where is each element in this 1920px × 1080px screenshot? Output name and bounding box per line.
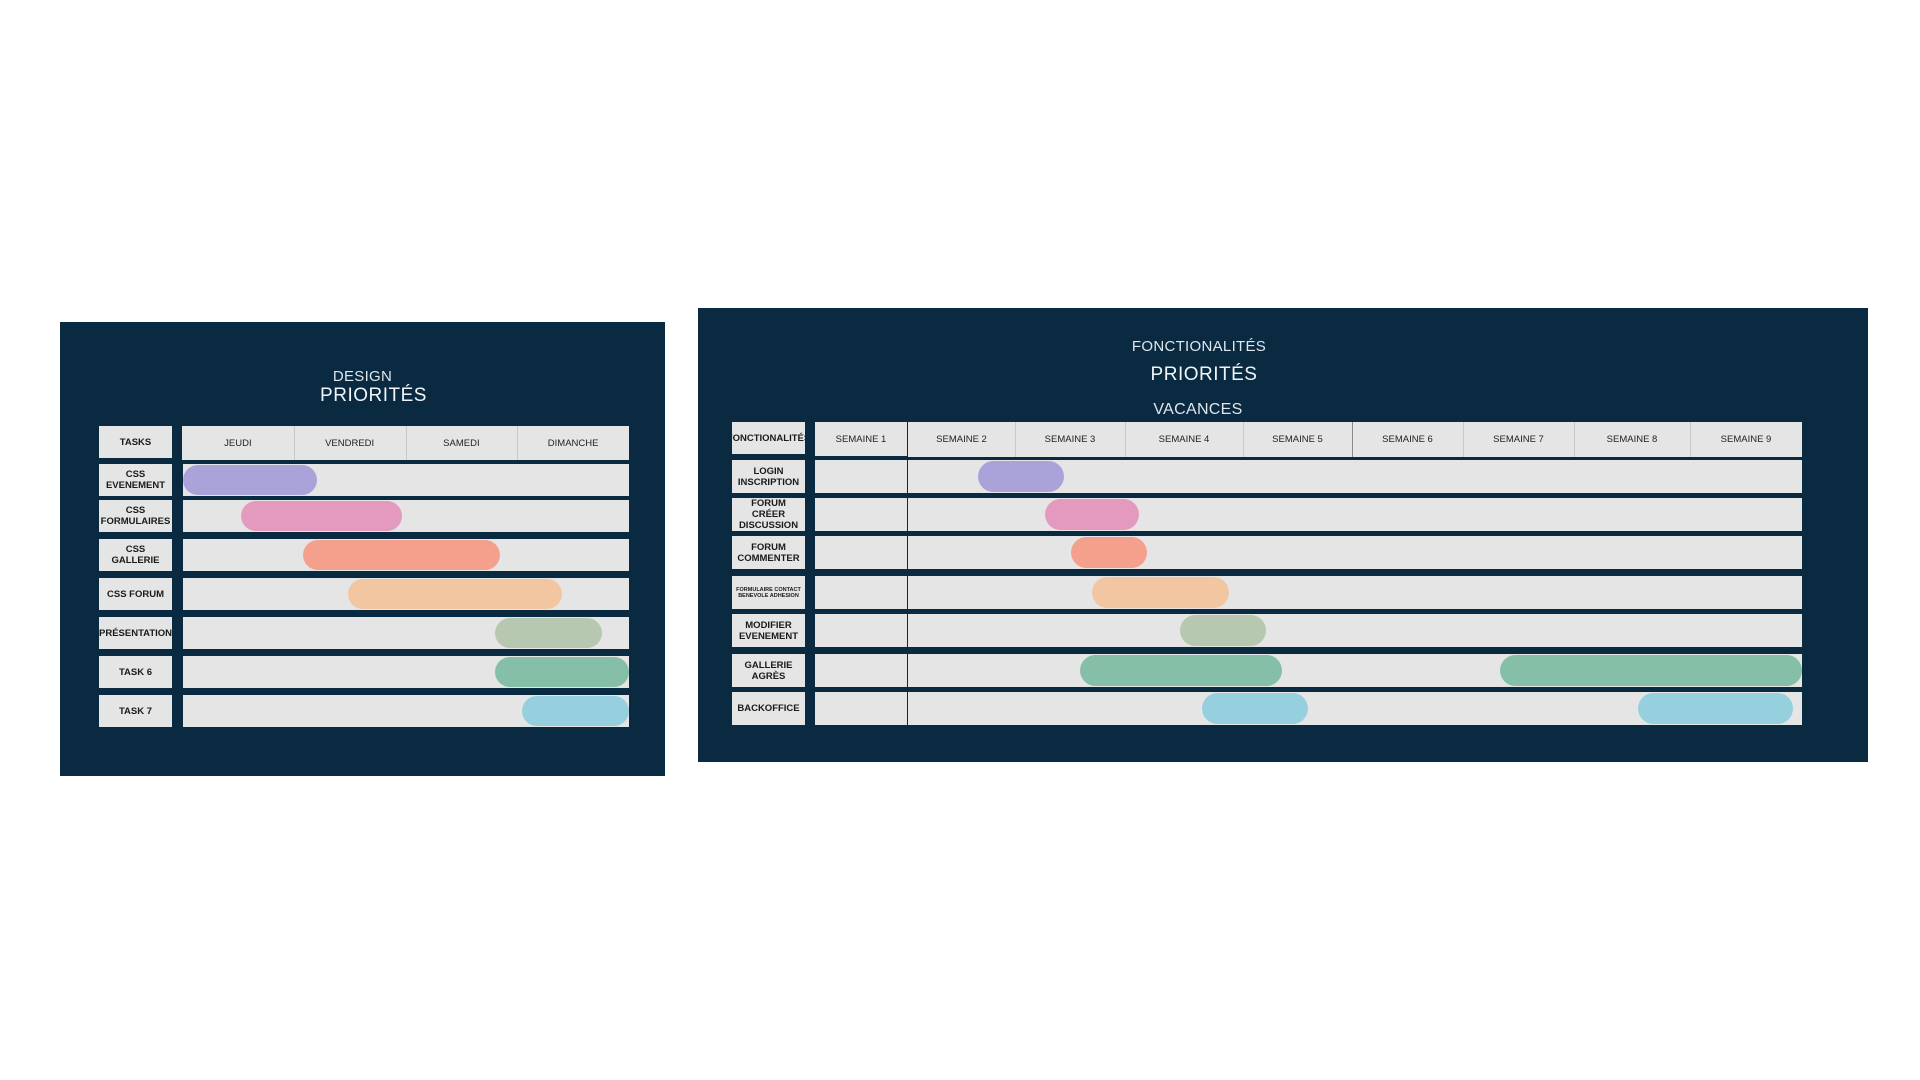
week-header-3: SEMAINE 3: [1044, 434, 1096, 445]
feature-bar: [1071, 537, 1148, 568]
fonctionalites-corner-label: FONCTIONALITÉS: [732, 422, 805, 454]
week-divider: [1243, 422, 1244, 457]
day-header-1: JEUDI: [224, 437, 252, 449]
design-task-label: TASK 7: [99, 695, 172, 727]
feature-label: LOGIN INSCRIPTION: [732, 460, 805, 493]
week-divider: [1463, 422, 1464, 457]
feature-bar: [1499, 655, 1802, 686]
week-header-6: SEMAINE 6: [1382, 434, 1433, 445]
day-header-4: DIMANCHE: [547, 437, 599, 449]
feature-row: [908, 576, 1802, 609]
feature-row: [908, 614, 1802, 647]
week1-cell: [815, 576, 907, 609]
fonctionalites-priorities-panel: FONCTIONALITÉS PRIORITÉS VACANCES FONCTI…: [698, 308, 1868, 762]
design-task-bar: [183, 465, 317, 495]
feature-bar: [1079, 655, 1283, 686]
week1-header-cell: [815, 422, 907, 456]
week1-cell: [815, 460, 907, 493]
feature-row: [908, 498, 1802, 531]
week1-label: SEMAINE 1: [835, 433, 887, 445]
week-header-2: SEMAINE 2: [936, 434, 987, 445]
feature-label: FORUM COMMENTER: [732, 536, 805, 569]
vacances-label: VACANCES: [1153, 401, 1243, 418]
design-task-label: PRÉSENTATION: [99, 617, 172, 649]
design-task-bar: [348, 579, 563, 609]
week-header-8: SEMAINE 8: [1606, 434, 1658, 445]
design-task-label: CSS FORUM: [99, 578, 172, 610]
week-divider: [1690, 422, 1691, 457]
week-divider: [1352, 422, 1353, 457]
feature-bar: [1044, 499, 1140, 530]
week-header-4: SEMAINE 4: [1158, 434, 1210, 445]
feature-label: BACKOFFICE: [732, 692, 805, 725]
week-divider: [1574, 422, 1575, 457]
design-task-label: CSS GALLERIE: [99, 539, 172, 571]
fonctionalites-subtitle: FONCTIONALITÉS: [1131, 338, 1267, 355]
fonctionalites-title: PRIORITÉS: [1150, 364, 1258, 385]
week1-cell: [815, 654, 907, 687]
design-priorities-panel: DESIGN PRIORITÉS TASKS JEUDI VENDREDI SAME…: [60, 322, 665, 776]
week1-cell: [815, 536, 907, 569]
week-header-9: SEMAINE 9: [1720, 434, 1772, 445]
day-divider: [517, 426, 519, 460]
design-task-bar: [495, 657, 629, 687]
weeks-header: [908, 422, 1802, 457]
design-corner-label: TASKS: [99, 426, 172, 458]
day-header-2: VENDREDI: [325, 437, 375, 449]
feature-label: GALLERIE AGRÈS: [732, 654, 805, 687]
design-task-label: CSS FORMULAIRES: [99, 500, 172, 532]
design-task-bar: [303, 540, 500, 570]
feature-bar: [1637, 693, 1794, 724]
feature-bar: [1201, 693, 1309, 724]
feature-bar: [1092, 577, 1229, 608]
design-subtitle: DESIGN: [332, 368, 393, 385]
design-task-label: TASK 6: [99, 656, 172, 688]
week-divider: [1125, 422, 1126, 457]
week-header-5: SEMAINE 5: [1272, 434, 1323, 445]
feature-label: FORMULAIRE CONTACT BENEVOLE ADHESION: [732, 576, 805, 609]
week1-cell: [815, 498, 907, 531]
week1-cell: [815, 614, 907, 647]
design-task-bar: [240, 501, 402, 531]
design-title: PRIORITÉS: [320, 385, 427, 406]
day-divider: [293, 426, 295, 460]
feature-row: [908, 536, 1802, 569]
feature-label: FORUM CRÉER DISCUSSION: [732, 498, 805, 531]
feature-bar: [1180, 615, 1266, 646]
design-task-bar: [495, 618, 603, 648]
week-divider: [1015, 422, 1016, 457]
feature-label: MODIFIER EVENEMENT: [732, 614, 805, 647]
design-task-label: CSS EVENEMENT: [99, 464, 172, 496]
day-header-3: SAMEDI: [443, 437, 480, 449]
week1-cell: [815, 692, 907, 725]
day-divider: [405, 426, 407, 460]
design-task-bar: [521, 696, 629, 726]
feature-bar: [977, 461, 1065, 492]
week-header-7: SEMAINE 7: [1493, 434, 1544, 445]
